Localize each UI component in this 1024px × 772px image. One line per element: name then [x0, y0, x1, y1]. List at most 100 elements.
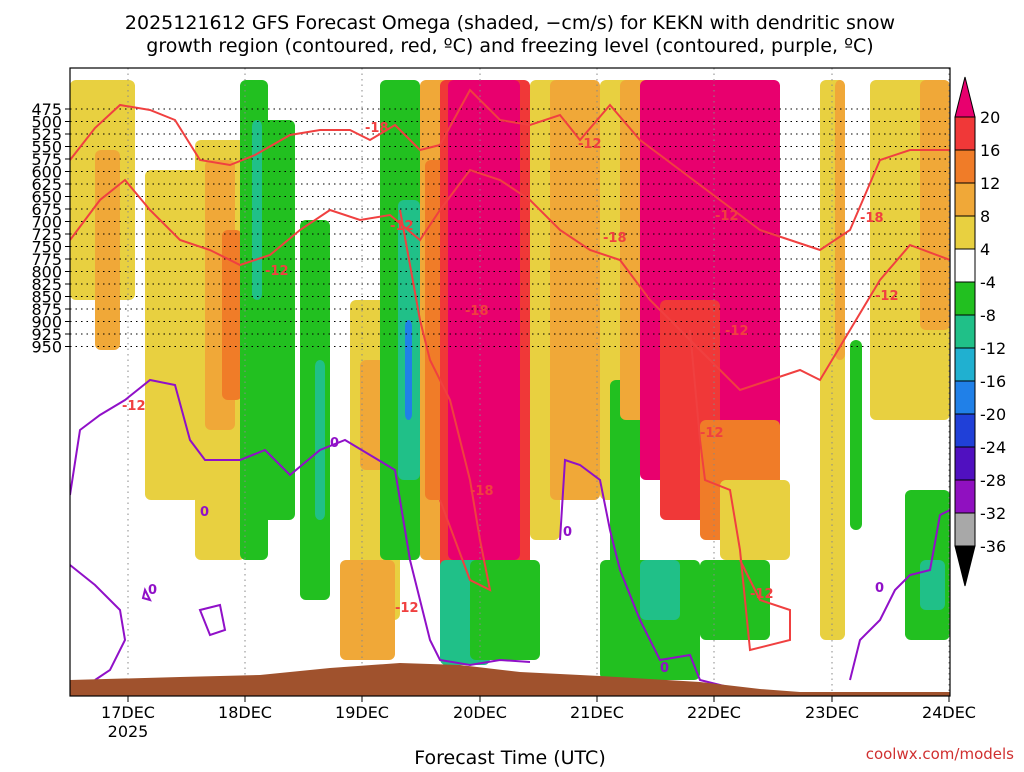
contour-label: -18 [470, 484, 494, 499]
colorbar-swatch [954, 479, 976, 514]
contour-label: 0 [330, 436, 339, 451]
contour-label: -12 [578, 137, 602, 152]
omega-shade-region [360, 360, 385, 470]
contour-label: -12 [725, 324, 749, 339]
y-tick-label: 650 [31, 188, 62, 207]
freezing-level-contour-line [70, 378, 531, 667]
colorbar-swatch [954, 512, 976, 547]
y-tick-label: 550 [31, 138, 62, 157]
y-tick-label: 525 [31, 125, 62, 144]
contour-label: -12 [700, 426, 724, 441]
omega-shade-region [222, 230, 242, 400]
contour-label: -12 [265, 264, 289, 279]
colorbar-label: -28 [980, 471, 1006, 490]
colorbar-swatch [954, 446, 976, 481]
watermark: coolwx.com/models [866, 745, 1014, 763]
omega-shade-region [640, 560, 680, 620]
contour-label: -18 [365, 121, 389, 136]
contour-label: -12 [750, 587, 774, 602]
y-tick-label: 725 [31, 225, 62, 244]
colorbar-label: -24 [980, 438, 1006, 457]
colorbar-label: -32 [980, 504, 1006, 523]
contour-lines [70, 88, 950, 691]
colorbar-label: 12 [980, 174, 1000, 193]
x-tick-label: 23DEC [805, 703, 859, 722]
omega-shade-region [470, 560, 540, 660]
colorbar-swatch [954, 215, 976, 250]
y-tick-label: 750 [31, 238, 62, 257]
x-tick-label: 19DEC [335, 703, 389, 722]
y-tick-label: 900 [31, 313, 62, 332]
y-tick-label: 775 [31, 250, 62, 269]
grid-lines [70, 68, 950, 696]
x-tick-label: 21DEC [570, 703, 624, 722]
colorbar-swatch [954, 149, 976, 184]
omega-shade-region [405, 320, 412, 420]
dendritic-contour-line [70, 168, 950, 392]
contour-label: 0 [200, 505, 209, 520]
freezing-level-contour-line [141, 587, 152, 602]
colorbar-swatch [954, 347, 976, 382]
freezing-level-contour-line [198, 603, 227, 637]
contour-label: -12 [122, 399, 146, 414]
colorbar-label: -20 [980, 405, 1006, 424]
y-tick-label: 700 [31, 213, 62, 232]
x-tick-label: 17DEC [101, 703, 155, 722]
colorbar-label: -12 [980, 339, 1006, 358]
contour-label: -12 [390, 219, 414, 234]
contour-label: 0 [148, 583, 157, 598]
y-tick-label: 625 [31, 175, 62, 194]
omega-shade-region [835, 80, 845, 360]
colorbar-swatch [954, 314, 976, 349]
y-tick-label: 800 [31, 263, 62, 282]
contour-label: -18 [860, 211, 884, 226]
x-tick-label: 24DEC [922, 703, 976, 722]
contour-label: -18 [465, 304, 489, 319]
terrain-ground [70, 663, 950, 696]
omega-shade-region [262, 120, 295, 520]
contour-label: -12 [395, 601, 419, 616]
colorbar-swatch [954, 380, 976, 415]
contour-label: 0 [563, 525, 572, 540]
colorbar-label: 16 [980, 141, 1000, 160]
y-tick-label: 575 [31, 150, 62, 169]
contour-labels: -18 -12 -12 -18 -12 -18 -12 -12 -18 -12 -12 -18 -12 -… [122, 121, 899, 676]
x-year-label: 2025 [108, 722, 149, 741]
x-tick-label: 18DEC [218, 703, 272, 722]
y-tick-label: 950 [31, 338, 62, 357]
freezing-level-contour-line [559, 458, 741, 691]
contour-label: 0 [875, 581, 884, 596]
omega-shade-region [340, 560, 395, 660]
x-axis-label: Forecast Time (UTC) [414, 747, 605, 768]
colorbar-label: 20 [980, 108, 1000, 127]
colorbar-swatch [954, 413, 976, 448]
colorbar-swatch [954, 248, 976, 283]
omega-shade-region [448, 80, 520, 560]
colorbar-label: -8 [980, 306, 996, 325]
contour-label: 0 [660, 661, 669, 676]
y-tick-label: 850 [31, 288, 62, 307]
y-axis: 4755005255505756006256506757007257507758… [31, 100, 70, 357]
x-tick-label: 20DEC [453, 703, 507, 722]
omega-shade-region [95, 150, 120, 350]
x-tick-label: 22DEC [687, 703, 741, 722]
y-tick-label: 600 [31, 163, 62, 182]
y-tick-label: 475 [31, 100, 62, 119]
y-tick-label: 925 [31, 325, 62, 344]
plot-frame [69, 67, 951, 697]
y-tick-label: 500 [31, 113, 62, 132]
x-axis: 17DEC 18DEC 19DEC 20DEC 21DEC 22DEC 23DEC 24DEC… [101, 696, 976, 741]
dendritic-contour-line [70, 88, 950, 252]
colorbar-label: 4 [980, 240, 990, 259]
colorbar-label: -36 [980, 537, 1006, 556]
dendritic-contour-line [399, 209, 492, 592]
colorbar: 20 16 12 8 4 -4 -8 -12 -16 -20 -24 -28 -32 -36 [954, 76, 1006, 587]
colorbar-swatch [954, 116, 976, 151]
freezing-level-contour-line [70, 564, 127, 681]
colorbar-top-arrow [954, 76, 976, 118]
colorbar-label: -16 [980, 372, 1006, 391]
omega-shade-region [850, 340, 862, 530]
omega-shade-region [315, 360, 325, 520]
